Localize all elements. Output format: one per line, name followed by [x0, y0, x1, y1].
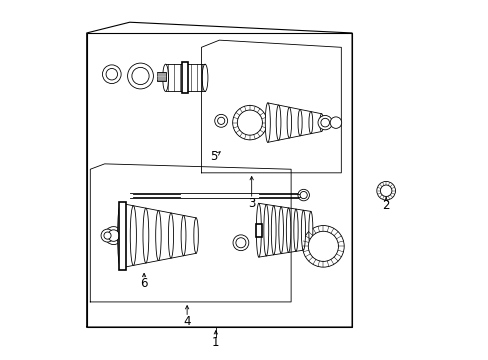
- Bar: [119, 202, 126, 270]
- Bar: [86, 33, 351, 327]
- Ellipse shape: [308, 211, 312, 249]
- Circle shape: [235, 238, 245, 248]
- Ellipse shape: [301, 210, 305, 250]
- Circle shape: [380, 185, 391, 197]
- Circle shape: [108, 230, 119, 241]
- Ellipse shape: [276, 105, 280, 140]
- Ellipse shape: [265, 103, 270, 142]
- Circle shape: [104, 226, 122, 244]
- Text: 6: 6: [140, 278, 147, 291]
- Text: 5: 5: [210, 150, 217, 163]
- Circle shape: [232, 105, 266, 140]
- Circle shape: [329, 117, 341, 129]
- Circle shape: [297, 189, 309, 201]
- Circle shape: [104, 232, 111, 239]
- Ellipse shape: [286, 208, 290, 252]
- Ellipse shape: [308, 112, 312, 134]
- Circle shape: [233, 235, 248, 251]
- Ellipse shape: [142, 208, 148, 263]
- Ellipse shape: [155, 211, 161, 261]
- Circle shape: [102, 65, 121, 84]
- Circle shape: [214, 114, 227, 127]
- Circle shape: [127, 63, 153, 89]
- Ellipse shape: [293, 209, 298, 251]
- Bar: [156, 72, 165, 81]
- Ellipse shape: [264, 204, 268, 256]
- Bar: [182, 62, 188, 93]
- Circle shape: [217, 117, 224, 125]
- Circle shape: [317, 116, 332, 130]
- Circle shape: [320, 118, 329, 127]
- Ellipse shape: [319, 114, 323, 131]
- Ellipse shape: [130, 206, 136, 265]
- Text: 3: 3: [247, 197, 255, 210]
- Ellipse shape: [163, 64, 168, 91]
- Ellipse shape: [117, 203, 124, 268]
- Bar: [255, 224, 261, 237]
- Circle shape: [101, 229, 114, 242]
- Circle shape: [106, 68, 117, 80]
- Ellipse shape: [278, 207, 283, 254]
- Ellipse shape: [193, 218, 198, 253]
- Text: 4: 4: [183, 315, 190, 328]
- Text: 2: 2: [382, 199, 389, 212]
- Circle shape: [132, 67, 149, 85]
- Ellipse shape: [297, 109, 302, 136]
- Ellipse shape: [271, 206, 276, 255]
- Ellipse shape: [202, 64, 207, 91]
- Circle shape: [308, 231, 338, 261]
- Ellipse shape: [286, 107, 291, 138]
- Ellipse shape: [168, 213, 173, 258]
- Circle shape: [376, 181, 395, 200]
- Circle shape: [302, 226, 344, 267]
- Ellipse shape: [256, 203, 261, 257]
- Text: 1: 1: [212, 336, 219, 348]
- Ellipse shape: [181, 215, 185, 256]
- Circle shape: [300, 192, 306, 199]
- Circle shape: [237, 110, 262, 135]
